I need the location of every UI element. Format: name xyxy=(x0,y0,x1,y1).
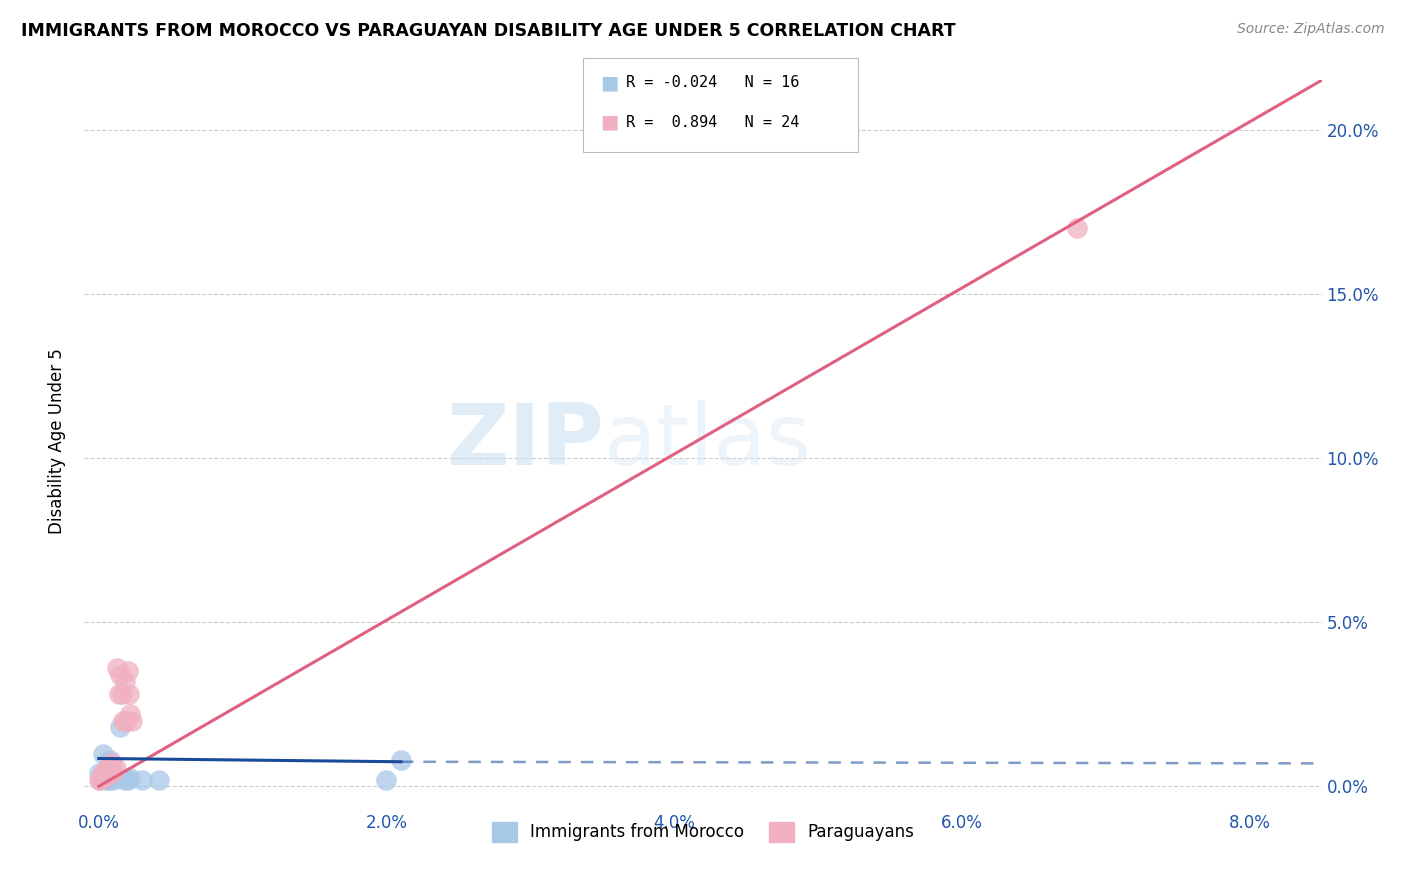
Point xyxy=(87,772,110,787)
Text: ■: ■ xyxy=(600,112,619,132)
Point xyxy=(111,687,134,701)
Point xyxy=(118,687,141,701)
Point xyxy=(101,772,124,787)
Point xyxy=(97,760,120,774)
Point xyxy=(93,770,115,784)
Point xyxy=(114,674,136,689)
Point xyxy=(110,667,132,681)
Point xyxy=(97,772,120,787)
Point xyxy=(89,772,111,787)
Point xyxy=(110,720,132,734)
Point xyxy=(117,773,139,788)
Point xyxy=(90,770,112,784)
Point xyxy=(90,770,112,784)
Point xyxy=(117,665,139,679)
Point xyxy=(98,766,121,780)
Point xyxy=(148,772,170,787)
Point xyxy=(94,772,117,787)
Point xyxy=(115,714,138,728)
Text: atlas: atlas xyxy=(605,400,813,483)
Point xyxy=(389,753,412,767)
Point xyxy=(94,763,117,777)
Point xyxy=(87,766,110,780)
Point xyxy=(96,768,118,782)
Point xyxy=(1066,221,1088,235)
Point xyxy=(91,766,114,780)
Text: R = -0.024   N = 16: R = -0.024 N = 16 xyxy=(626,76,799,90)
Point xyxy=(120,707,142,722)
Point xyxy=(131,772,153,787)
Y-axis label: Disability Age Under 5: Disability Age Under 5 xyxy=(48,349,66,534)
Point xyxy=(105,770,128,784)
Point xyxy=(105,761,128,775)
Point xyxy=(120,771,142,785)
Point xyxy=(121,714,143,728)
Legend: Immigrants from Morocco, Paraguayans: Immigrants from Morocco, Paraguayans xyxy=(485,815,921,848)
Text: ZIP: ZIP xyxy=(446,400,605,483)
Text: Source: ZipAtlas.com: Source: ZipAtlas.com xyxy=(1237,22,1385,37)
Point xyxy=(112,714,135,728)
Point xyxy=(98,753,121,767)
Point xyxy=(375,772,398,787)
Point xyxy=(91,747,114,761)
Text: IMMIGRANTS FROM MOROCCO VS PARAGUAYAN DISABILITY AGE UNDER 5 CORRELATION CHART: IMMIGRANTS FROM MOROCCO VS PARAGUAYAN DI… xyxy=(21,22,956,40)
Point xyxy=(100,756,122,771)
Text: ■: ■ xyxy=(600,73,619,93)
Point xyxy=(108,687,131,701)
Point xyxy=(114,772,136,787)
Point xyxy=(107,661,129,675)
Point xyxy=(101,764,124,779)
Text: R =  0.894   N = 24: R = 0.894 N = 24 xyxy=(626,115,799,129)
